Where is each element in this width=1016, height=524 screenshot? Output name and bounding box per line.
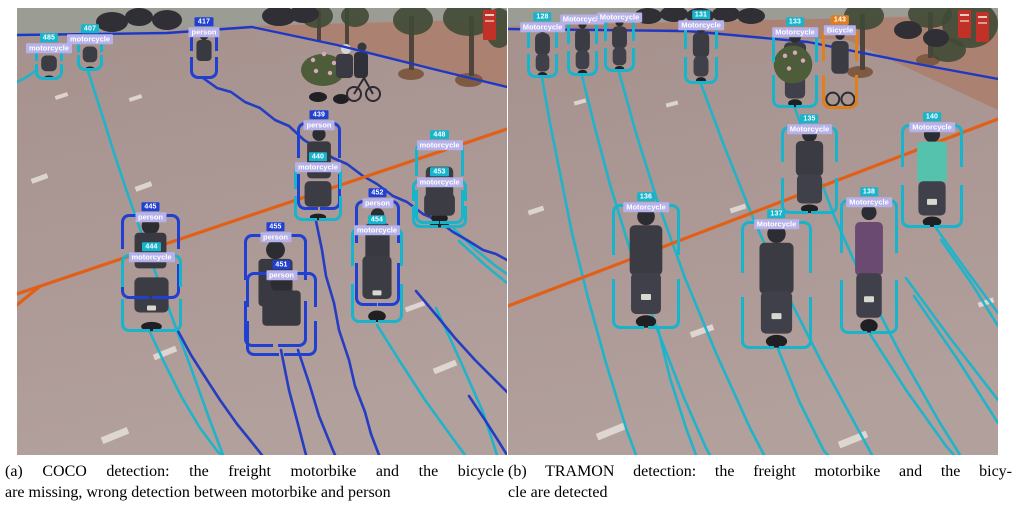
tree-foliage xyxy=(844,8,884,30)
trajectory-line xyxy=(934,226,998,315)
lane-dash xyxy=(134,181,153,192)
rider-figure xyxy=(575,20,590,76)
lane-dash xyxy=(665,100,679,108)
tree-foliage xyxy=(393,8,433,35)
rider-figure xyxy=(134,277,169,332)
tree-foliage xyxy=(443,8,495,36)
parked-vehicle xyxy=(923,29,949,47)
counting-line xyxy=(17,285,41,307)
trajectory-line xyxy=(201,76,507,262)
trajectory-line xyxy=(617,70,766,455)
trajectory-line xyxy=(868,332,956,455)
lane-dash xyxy=(729,203,747,214)
trajectory-line xyxy=(296,348,337,455)
lane-dash xyxy=(152,345,178,361)
lane-dash xyxy=(128,94,143,102)
caption-tramon: (b) TRAMON detection: the freight motorb… xyxy=(508,461,1012,503)
trajectory-line xyxy=(279,348,308,455)
road-boundary-line xyxy=(508,27,998,81)
panel-tramon-image: 128 Motorcycle Motorcycle Motorcycle 131 Moto… xyxy=(508,8,998,455)
caption-line: (a) COCO detection: the freight motorbik… xyxy=(5,463,504,480)
traffic-scene xyxy=(17,8,507,455)
parked-vehicle xyxy=(634,8,662,24)
lane-dash xyxy=(100,427,130,444)
counting-line xyxy=(508,117,998,308)
trajectory-line xyxy=(776,347,830,455)
trajectory-line xyxy=(414,289,507,394)
road-boundary-line xyxy=(17,25,507,89)
lane-dash xyxy=(689,324,715,338)
caption-line: are missing, wrong detection between mot… xyxy=(5,484,391,501)
trajectory-line xyxy=(147,328,224,455)
trajectory-line xyxy=(939,238,998,328)
rider-figure xyxy=(612,18,627,72)
parked-vehicle xyxy=(125,8,153,26)
trajectory-line xyxy=(17,68,39,84)
rider-figure xyxy=(362,255,392,323)
undetected-freight-motorbike-and-bicycle xyxy=(301,42,381,104)
counting-line xyxy=(17,127,507,296)
road-surface xyxy=(17,8,507,455)
lane-dash xyxy=(977,297,995,308)
parked-vehicle xyxy=(262,8,296,26)
parked-vehicle xyxy=(894,21,922,39)
lane-dash xyxy=(527,205,545,216)
trajectory-line xyxy=(86,69,225,455)
lane-dash xyxy=(30,173,49,184)
tree-foliage xyxy=(341,8,369,27)
parked-vehicle xyxy=(96,12,128,32)
lane-dash xyxy=(404,300,426,313)
rider-figure xyxy=(759,224,794,348)
trajectory-line xyxy=(904,276,998,402)
trajectory-line xyxy=(467,394,507,455)
trajectory-line xyxy=(540,76,638,455)
parked-vehicle xyxy=(686,8,714,24)
lane-dash xyxy=(595,422,627,441)
panel-coco-image: 485 motorcycle 407 motorcycle 417 person 439 pe… xyxy=(17,8,507,455)
rider-figure xyxy=(855,204,883,333)
trajectory-line xyxy=(314,219,381,455)
caption-coco: (a) COCO detection: the freight motorbik… xyxy=(5,461,504,503)
caption-line: (b) TRAMON detection: the freight motorb… xyxy=(508,463,1012,480)
traffic-scene xyxy=(508,8,998,455)
trajectory-line xyxy=(375,323,467,455)
trajectory-line xyxy=(912,294,998,425)
trajectory-line xyxy=(434,306,499,455)
tree-foliage xyxy=(908,8,952,28)
caption-line: cle are detected xyxy=(508,484,608,501)
sidewalk-brick xyxy=(508,15,998,110)
parked-vehicle xyxy=(737,8,765,24)
rider-figure xyxy=(773,30,813,108)
trajectory-line xyxy=(176,329,264,455)
lane-dash xyxy=(432,359,458,375)
parked-vehicle xyxy=(152,10,182,30)
parked-vehicle xyxy=(712,8,740,22)
parked-vehicle xyxy=(660,8,688,22)
trajectory-line xyxy=(656,327,698,455)
trajectory-line xyxy=(457,239,507,285)
rider-figure xyxy=(629,207,663,328)
lane-dash xyxy=(573,98,587,106)
lane-dash xyxy=(54,92,69,100)
parked-vehicle xyxy=(289,8,319,23)
